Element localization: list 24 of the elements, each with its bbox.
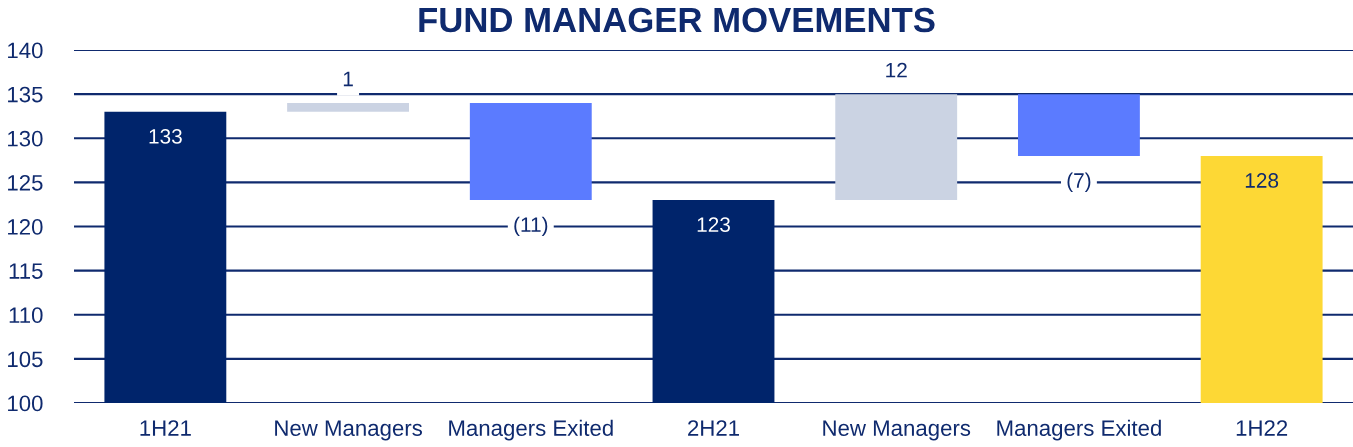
data-label: 1 [343,71,353,87]
data-label: 133 [149,128,182,144]
y-tick-label: 125 [8,174,43,191]
data-label: 12 [886,62,907,78]
y-tick-label: 120 [8,219,43,235]
x-tick-label: Managers Exited [449,419,613,441]
data-label: (11) [514,216,548,237]
x-tick-label: New Managers [823,420,971,441]
y-tick-label: 130 [8,130,43,147]
y-tick-label: 105 [8,351,43,368]
x-tick-label: New Managers [275,420,422,441]
data-label: (7) [1067,172,1091,192]
x-tick-label: 1H21 [140,420,191,436]
x-tick-label: Managers Exited [997,419,1161,441]
x-tick-label: 2H21 [688,420,739,436]
data-label: 123 [697,217,730,232]
data-label: 128 [1245,173,1279,188]
x-tick-label: 1H22 [1236,420,1288,436]
y-tick-label: 115 [9,263,43,279]
y-tick-label: 140 [8,42,43,59]
y-tick-label: 100 [8,395,43,412]
chart-title: FUND MANAGER MOVEMENTS [419,7,935,33]
y-tick-label: 135 [8,86,43,103]
y-tick-label: 110 [9,307,43,324]
